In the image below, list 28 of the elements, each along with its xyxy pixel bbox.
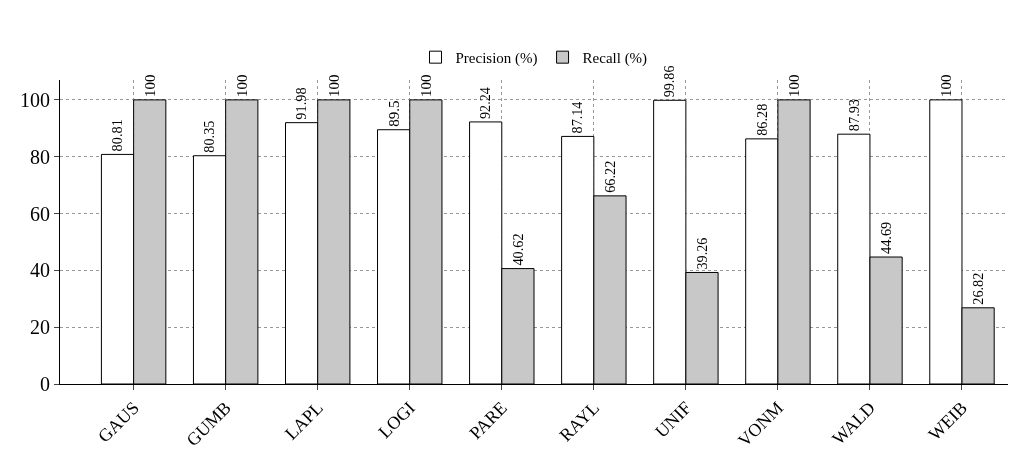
y-tick-label: 20	[30, 316, 50, 339]
data-label: 99.86	[661, 65, 678, 98]
y-tick-label: 60	[30, 202, 50, 225]
legend-label: Recall (%)	[582, 50, 648, 68]
data-label: 87.93	[845, 98, 862, 132]
data-label: 66.22	[601, 160, 618, 193]
data-label: 26.82	[969, 272, 986, 305]
data-label: 100	[233, 74, 250, 97]
data-label: 87.14	[569, 101, 586, 134]
data-label: 92.24	[477, 87, 494, 119]
y-tick-label: 100	[20, 88, 50, 111]
y-tick-label: 40	[30, 259, 50, 282]
data-label: 86.28	[753, 103, 770, 136]
data-label: 80.35	[201, 120, 218, 153]
data-label: 44.69	[877, 221, 894, 255]
data-label: 100	[937, 74, 954, 97]
data-label: 100	[786, 74, 803, 97]
y-tick-label: 80	[30, 145, 50, 168]
data-label: 100	[417, 74, 434, 97]
data-label: 39.26	[693, 237, 710, 270]
data-label: 100	[325, 74, 342, 97]
data-label: 80.81	[109, 119, 126, 152]
data-label: 100	[141, 74, 158, 97]
legend-label: Precision (%)	[455, 50, 538, 68]
y-tick-label: 0	[40, 373, 50, 395]
data-label: 91.98	[293, 87, 310, 120]
data-label: 89.5	[385, 100, 402, 127]
data-label: 40.62	[509, 233, 526, 266]
